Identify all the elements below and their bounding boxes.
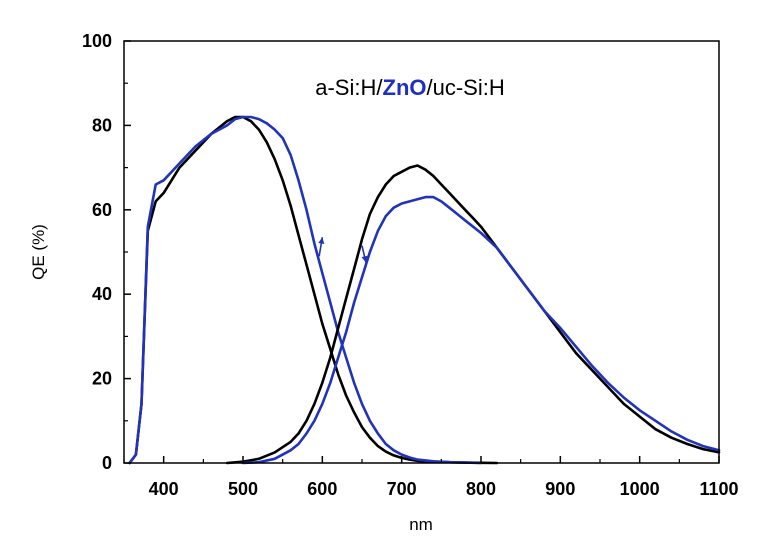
chart-title: a-Si:H/ZnO/uc-Si:H: [315, 75, 505, 100]
y-axis-label: QE (%): [29, 224, 48, 280]
x-tick-label: 600: [307, 479, 337, 499]
x-tick-label: 800: [466, 479, 496, 499]
y-tick-label: 40: [92, 284, 112, 304]
annotation-arrow-head-1: [361, 255, 368, 263]
x-tick-label: 1100: [699, 479, 738, 499]
x-tick-label: 400: [149, 479, 179, 499]
chart-title-part: ZnO: [383, 75, 427, 100]
y-axis-ticks: 0 20 40 60 80 100: [82, 31, 131, 473]
series-line-3: [241, 195, 721, 465]
y-tick-label: 60: [92, 200, 112, 220]
y-tick-label: 0: [102, 453, 112, 473]
plot-frame: [123, 40, 720, 464]
y-tick-label: 80: [92, 115, 112, 135]
x-tick-label: 1000: [620, 479, 660, 499]
chart-title-part: /uc-Si:H: [427, 75, 505, 100]
series-line-2: [225, 164, 721, 465]
series-line-0: [128, 115, 499, 465]
y-tick-label: 20: [92, 369, 112, 389]
x-tick-label: 900: [545, 479, 575, 499]
annotation-arrow-head-0: [318, 237, 325, 244]
x-axis-ticks: 400 500 600 700 800 900 1000 1100: [123, 456, 739, 499]
x-axis-label: nm: [409, 515, 433, 534]
x-tick-label: 500: [228, 479, 258, 499]
x-tick-label: 700: [387, 479, 417, 499]
chart-title-part: a-Si:H/: [315, 75, 383, 100]
series-line-1: [128, 115, 483, 465]
annotations: [318, 237, 368, 263]
y-tick-label: 100: [82, 31, 112, 51]
plot-lines: [128, 115, 721, 465]
